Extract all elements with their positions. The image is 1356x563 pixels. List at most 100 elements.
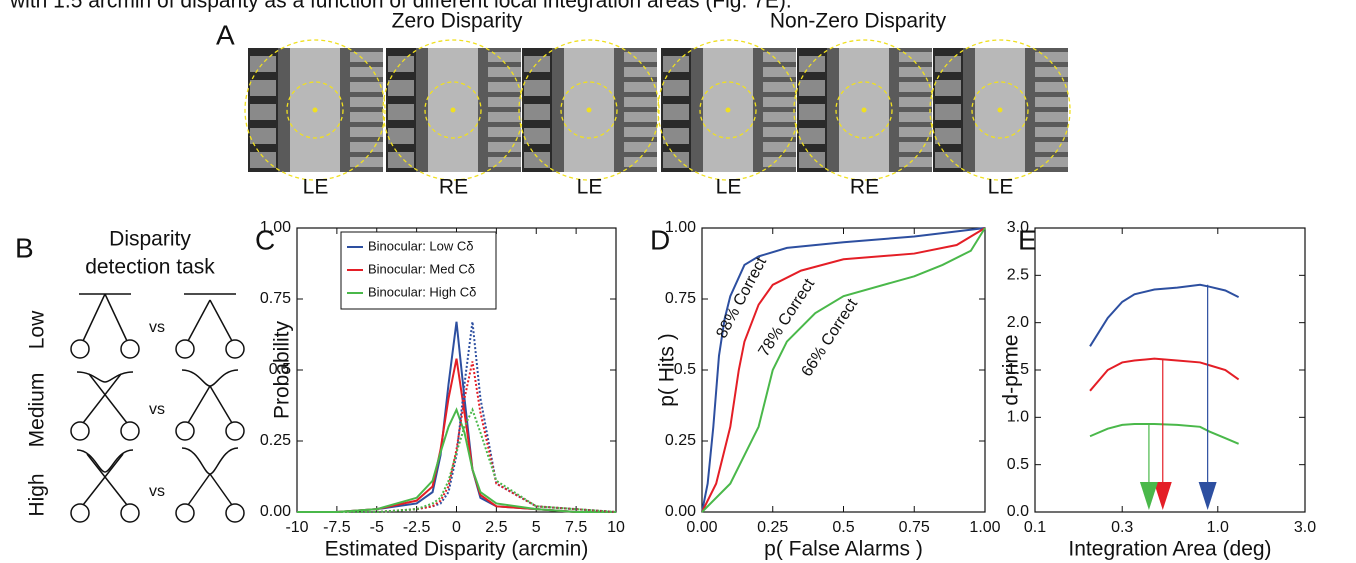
image-brick [899,127,932,137]
image-brick [935,56,961,72]
image-brick [488,157,521,167]
image-brick [1035,97,1068,107]
image-brick [663,80,689,96]
body-text: with 1.5 arcmin of disparity as a functi… [9,0,792,13]
diagram [70,293,140,359]
image-brick [1035,67,1068,77]
image-brick [1035,157,1068,167]
x-tick-label: 2.5 [485,519,507,536]
y-tick-label: 1.00 [665,219,696,236]
panel-label: B [15,232,34,263]
image-brick [350,142,383,152]
image-brick [1035,82,1068,92]
x-tick-label: 1.00 [969,519,1000,536]
series-line [297,358,616,513]
image-brick [524,128,550,144]
image-brick [935,104,961,120]
y-tick-label: 0.25 [260,432,291,449]
x-tick-label: 0.3 [1111,519,1133,536]
series-line [1089,283,1240,347]
image-label: LE [988,176,1014,199]
annotation: 66% Correct [798,295,861,379]
image-brick [763,67,796,77]
x-tick-label: 0 [452,519,461,536]
x-tick-label: -5 [370,519,384,536]
x-tick-label: 1.0 [1207,519,1229,536]
image-dot [450,107,456,113]
stereo-image [657,39,799,181]
image-brick [350,97,383,107]
image-brick [1035,52,1068,62]
series-line [297,361,617,513]
y-tick-label: 2.0 [1007,314,1029,331]
image-brick [624,112,657,122]
image-brick [624,142,657,152]
panel-b-title: detection task [85,256,215,279]
image-brick [663,104,689,120]
image-brick [488,67,521,77]
row-label: High [26,473,49,516]
diagram [175,293,245,359]
diagram [70,371,140,441]
series-line [701,227,986,513]
panel-label: C [255,224,275,255]
image-brick [624,67,657,77]
legend-label: Binocular: Low Cδ [368,238,474,253]
image-brick [763,97,796,107]
vs-label: vs [149,483,165,500]
diagram [70,449,140,523]
y-tick-label: 0.00 [260,503,291,520]
panel-a-title: Non-Zero Disparity [770,10,947,33]
image-brick [1035,127,1068,137]
y-axis-title: p( Hits ) [656,333,679,407]
x-tick-label: 7.5 [565,519,587,536]
plot-frame [1034,227,1306,513]
image-brick [350,112,383,122]
x-tick-label: -7.5 [323,519,351,536]
image-brick [935,152,961,168]
image-ring [971,81,1029,139]
plot-frame [701,227,986,513]
x-tick-label: 5 [532,519,541,536]
image-ring [560,81,618,139]
panel-label: A [216,19,235,50]
stereo-image [518,39,660,181]
row-label: Low [26,310,49,349]
image-label: LE [303,176,329,199]
vs-label: vs [149,401,165,418]
image-brick [488,97,521,107]
image-brick [663,56,689,72]
image-brick [524,56,550,72]
diagram [175,447,245,523]
y-tick-label: 0.5 [674,361,696,378]
x-tick-label: 0.00 [686,519,717,536]
y-tick-label: 0.5 [269,361,291,378]
vs-label: vs [149,319,165,336]
stimulus-diagrams [70,293,245,523]
image-brick [350,52,383,62]
annotation: 78% Correct [755,275,818,359]
image-brick [250,128,276,144]
arrow-head [1153,482,1172,510]
image-brick [899,142,932,152]
image-ring [699,81,757,139]
image-brick [250,56,276,72]
image-brick [250,80,276,96]
image-brick [799,56,825,72]
y-tick-label: 0.25 [665,432,696,449]
image-brick [799,128,825,144]
image-brick [350,157,383,167]
x-tick-label: 0.1 [1024,519,1046,536]
y-axis-title: d-prime [1000,334,1023,405]
image-label: LE [577,176,603,199]
image-brick [524,80,550,96]
image-brick [350,67,383,77]
image-brick [250,104,276,120]
image-brick [1035,142,1068,152]
image-brick [488,82,521,92]
image-brick [663,128,689,144]
y-tick-label: 0.75 [665,290,696,307]
y-tick-label: 1.0 [1007,409,1029,426]
x-axis-title: Integration Area (deg) [1068,538,1271,561]
image-brick [488,52,521,62]
